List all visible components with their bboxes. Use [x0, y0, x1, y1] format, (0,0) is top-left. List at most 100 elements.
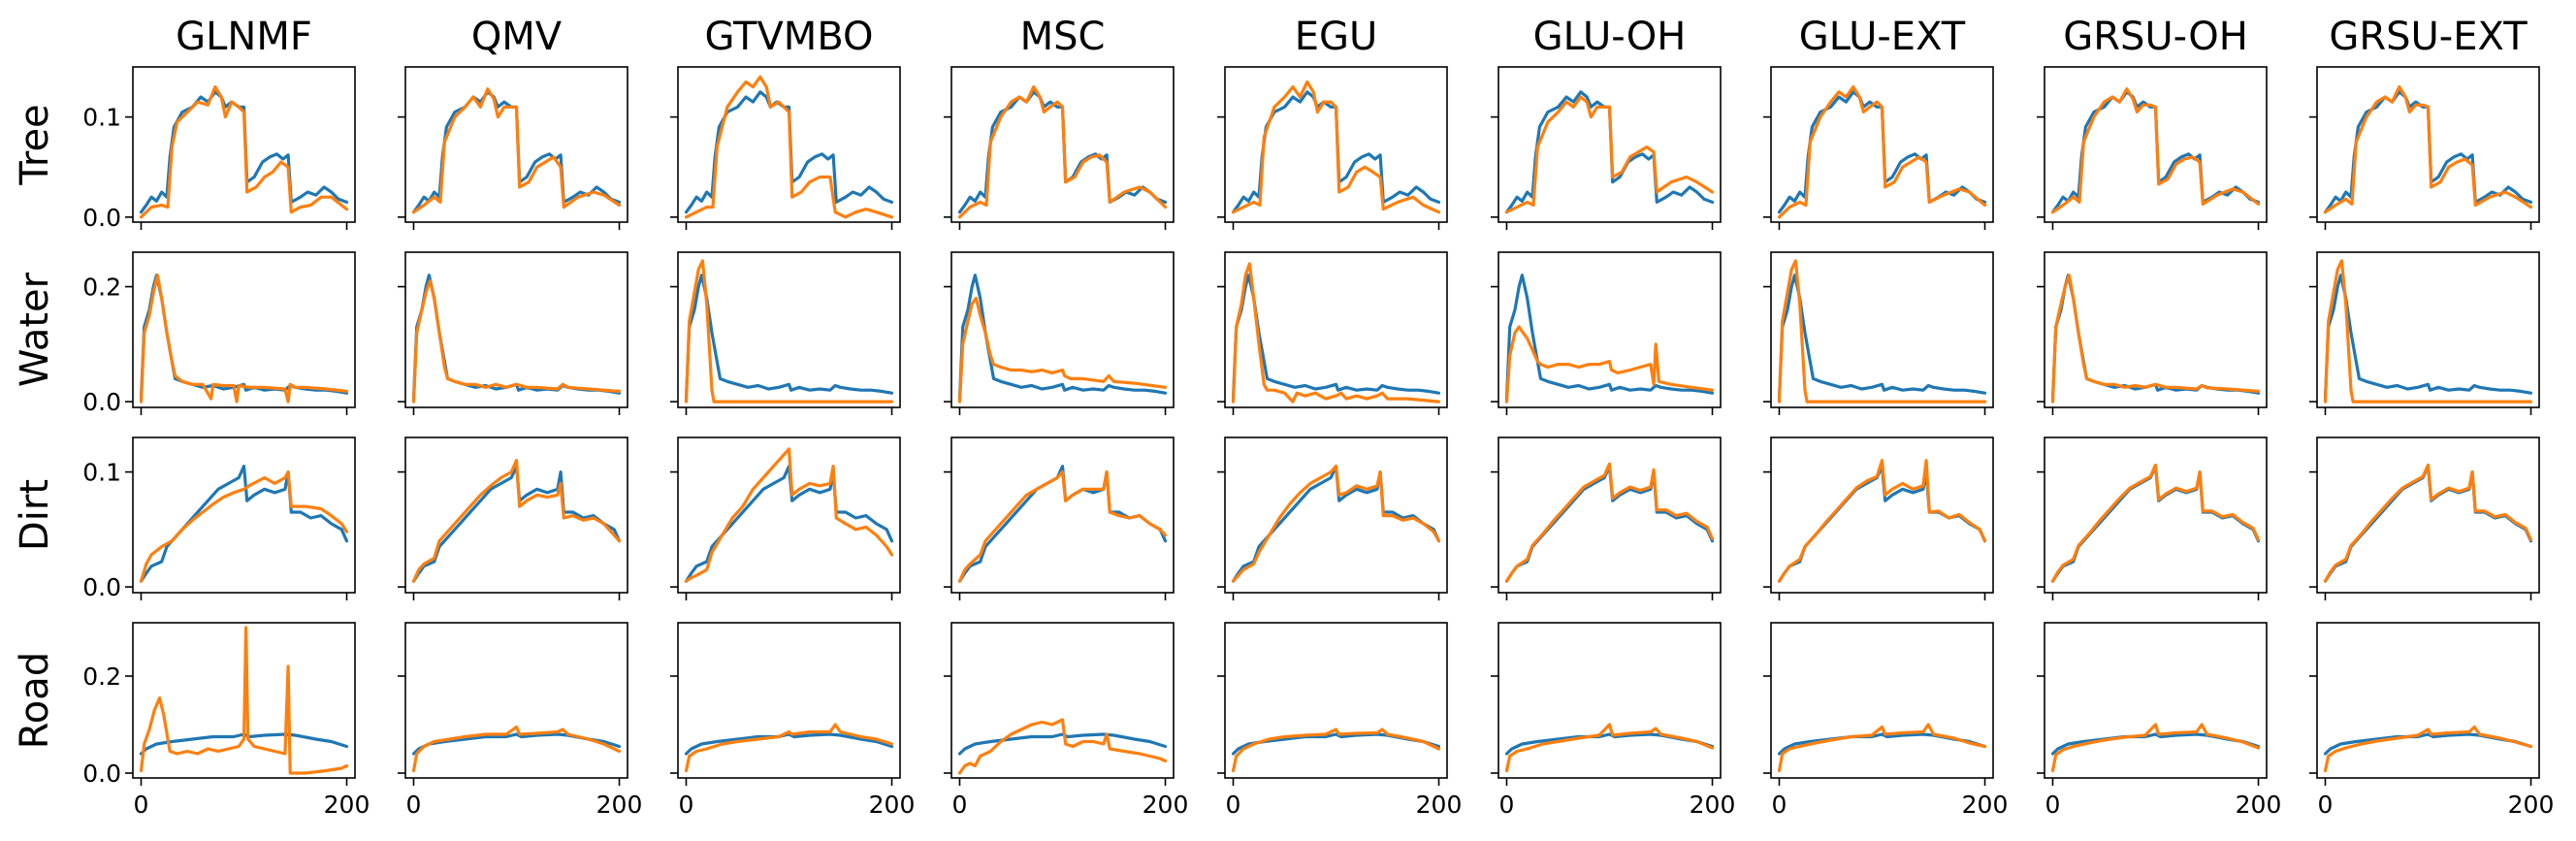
- panel-frame: [1497, 622, 1722, 779]
- x-tick-label: 0: [1772, 791, 1787, 819]
- y-tick-label: 0.1: [82, 104, 121, 132]
- panel-frame: [950, 66, 1175, 223]
- panel-frame: [132, 622, 356, 779]
- reference-series-line: [139, 274, 349, 401]
- column-title-glnmf: GLNMF: [176, 15, 312, 59]
- column-title-grsu-oh: GRSU-OH: [2063, 15, 2248, 59]
- x-tick-label: 200: [1690, 791, 1736, 819]
- panel-frame: [1497, 66, 1722, 223]
- panel-tree-grsu-oh: [2037, 66, 2268, 230]
- panel-road-glnmf: 0.0 0.2 0 200: [82, 622, 370, 819]
- row-label-road: Road: [13, 652, 57, 749]
- estimate-series-line: [957, 85, 1168, 219]
- panel-dirt-grsu-ext: [2309, 437, 2540, 600]
- panel-dirt-qmv: [398, 437, 628, 600]
- reference-series-line: [2323, 274, 2533, 401]
- panel-frame: [1497, 251, 1722, 408]
- panel-tree-glu-oh: [1491, 66, 1722, 230]
- panel-water-grsu-oh: [2037, 251, 2268, 415]
- estimate-series-line: [2050, 723, 2261, 773]
- estimate-series-line: [684, 447, 894, 583]
- estimate-series-line: [2323, 463, 2533, 583]
- panel-dirt-grsu-oh: [2037, 437, 2268, 600]
- x-tick-label: 0: [1499, 791, 1515, 819]
- reference-series-line: [957, 274, 1168, 401]
- panel-road-qmv: 0 200: [398, 622, 643, 819]
- x-tick-label: 200: [596, 791, 643, 819]
- panel-frame: [2316, 251, 2540, 408]
- panel-frame: [950, 437, 1175, 594]
- panel-frame: [1770, 66, 1994, 223]
- panel-tree-qmv: [398, 66, 628, 230]
- panel-water-glu-oh: [1491, 251, 1722, 415]
- panel-dirt-msc: [944, 437, 1175, 600]
- estimate-series-line: [411, 459, 622, 583]
- estimate-series-line: [1231, 465, 1441, 583]
- y-tick-label: 0.0: [82, 388, 121, 416]
- panel-road-grsu-oh: 0 200: [2037, 622, 2282, 819]
- panel-frame: [2044, 66, 2268, 223]
- panel-frame: [2316, 622, 2540, 779]
- estimate-series-line: [1504, 723, 1715, 773]
- x-tick-label: 200: [2236, 791, 2282, 819]
- panel-frame: [677, 622, 901, 779]
- y-tick-label: 0.0: [82, 204, 121, 232]
- y-tick-label: 0.2: [82, 663, 121, 691]
- y-tick-label: 0.1: [82, 459, 121, 487]
- panel-frame: [404, 66, 628, 223]
- panel-frame: [2044, 251, 2268, 408]
- column-title-egu: EGU: [1295, 15, 1378, 59]
- panel-frame: [2316, 66, 2540, 223]
- panel-dirt-gtvmbo: [670, 437, 901, 600]
- x-tick-label: 200: [1143, 791, 1189, 819]
- reference-series-line: [2050, 465, 2261, 583]
- reference-series-line: [2323, 465, 2533, 583]
- panel-tree-grsu-ext: [2309, 66, 2540, 230]
- estimate-series-line: [1777, 459, 1987, 583]
- panel-water-glu-ext: [1763, 251, 1994, 415]
- x-tick-label: 200: [2508, 791, 2555, 819]
- panel-frame: [132, 437, 356, 594]
- x-tick-label: 0: [679, 791, 694, 819]
- row-label-water: Water: [13, 272, 57, 387]
- panel-road-glu-oh: 0 200: [1491, 622, 1736, 819]
- panel-water-grsu-ext: [2309, 251, 2540, 415]
- panel-frame: [677, 66, 901, 223]
- reference-series-line: [139, 465, 349, 583]
- subplot-grid: GLNMF QMV GTVMBO MSC EGU GLU-OH GLU-EXT GRSU-OH…: [13, 15, 2554, 819]
- panel-frame: [132, 251, 356, 408]
- x-tick-label: 0: [1226, 791, 1241, 819]
- column-title-glu-oh: GLU-OH: [1533, 15, 1687, 59]
- reference-series-line: [684, 274, 894, 401]
- column-title-msc: MSC: [1020, 15, 1106, 59]
- estimate-series-line: [1504, 325, 1715, 404]
- panel-tree-egu: [1217, 66, 1448, 230]
- panel-water-gtvmbo: [670, 251, 901, 415]
- panel-frame: [2044, 622, 2268, 779]
- x-tick-label: 0: [134, 791, 149, 819]
- estimate-series-line: [1777, 723, 1987, 773]
- panel-dirt-glu-oh: [1491, 437, 1722, 600]
- panel-frame: [404, 251, 628, 408]
- estimate-series-line: [684, 75, 894, 219]
- panel-frame: [1770, 437, 1994, 594]
- x-tick-label: 200: [324, 791, 370, 819]
- x-tick-label: 200: [869, 791, 916, 819]
- panel-frame: [2044, 437, 2268, 594]
- estimate-series-line: [1231, 262, 1441, 404]
- panel-frame: [1224, 437, 1448, 594]
- x-tick-label: 0: [406, 791, 422, 819]
- x-tick-label: 0: [2318, 791, 2334, 819]
- y-tick-label: 0.0: [82, 760, 121, 788]
- panel-frame: [2316, 437, 2540, 594]
- panel-road-glu-ext: 0 200: [1763, 622, 2009, 819]
- x-tick-label: 200: [1962, 791, 2009, 819]
- panel-frame: [677, 251, 901, 408]
- reference-series-line: [1504, 274, 1715, 401]
- panel-frame: [677, 437, 901, 594]
- estimate-series-line: [1231, 80, 1441, 214]
- panel-frame: [404, 437, 628, 594]
- estimate-series-line: [1504, 462, 1715, 583]
- panel-tree-glu-ext: [1763, 66, 1994, 230]
